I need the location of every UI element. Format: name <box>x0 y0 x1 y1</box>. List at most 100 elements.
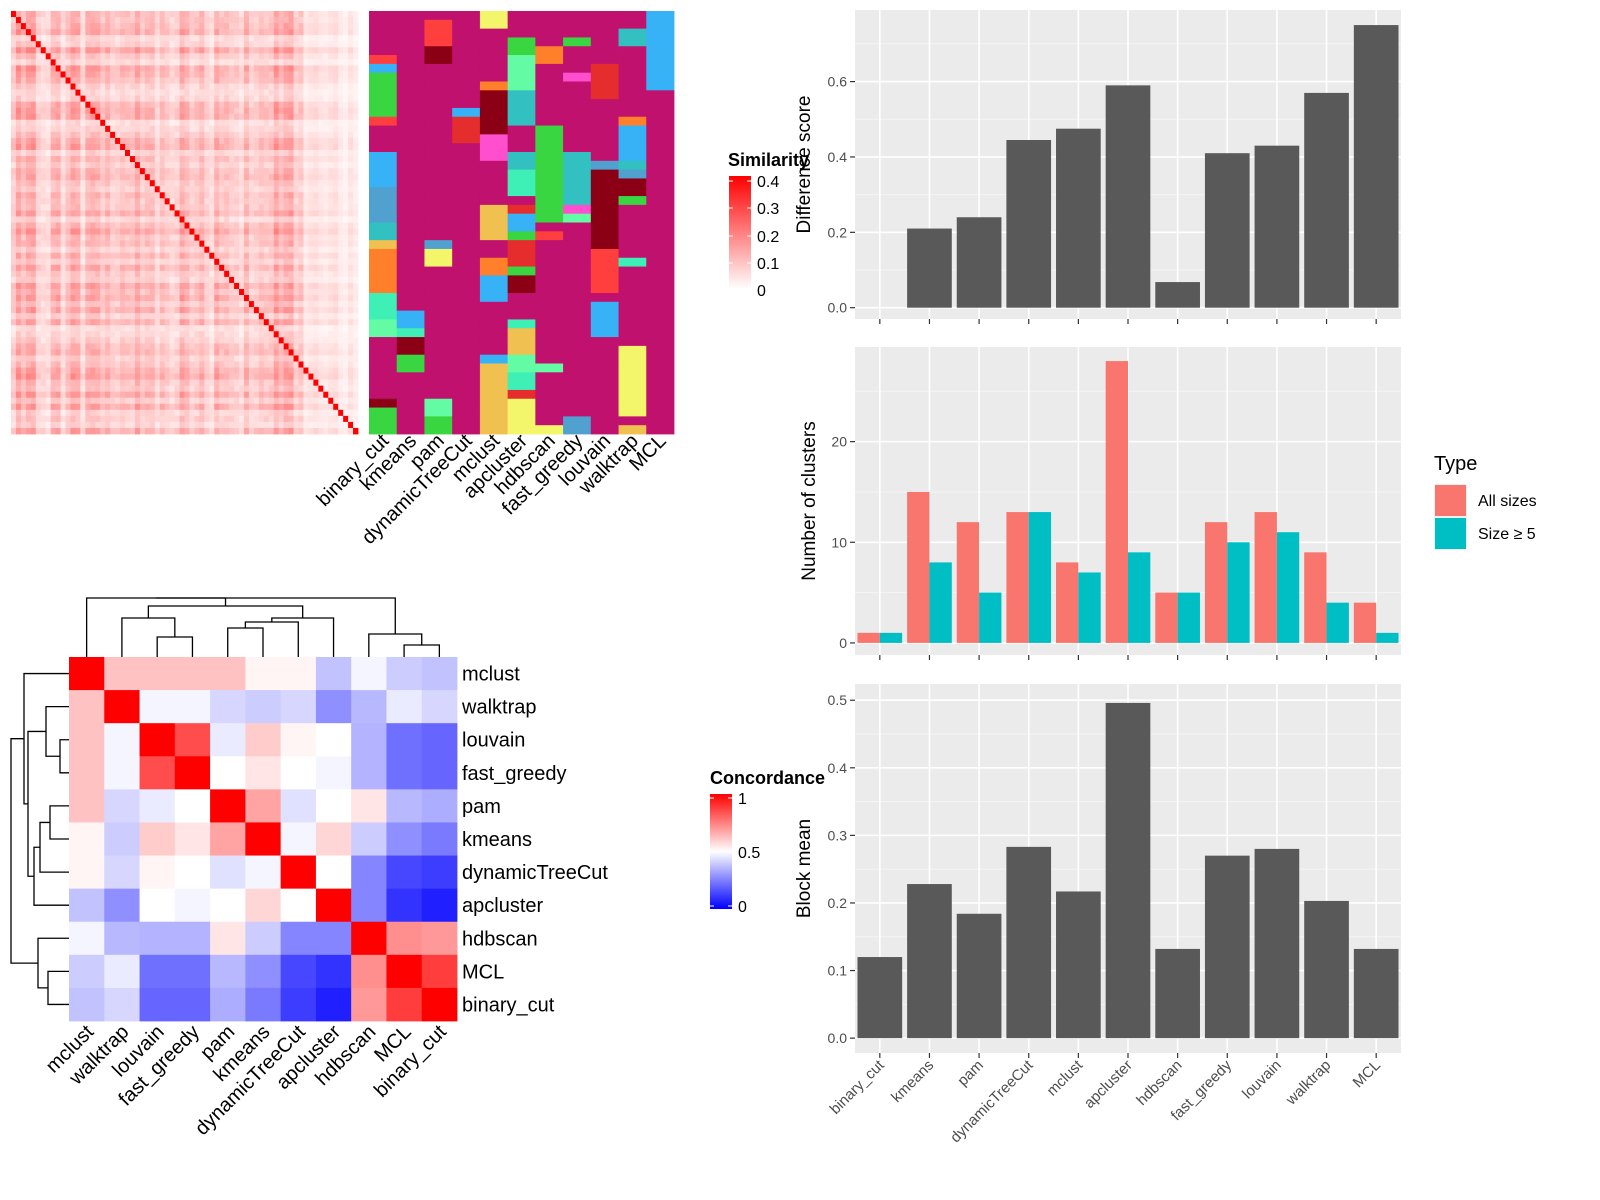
similarity-cell <box>189 379 195 387</box>
similarity-cell <box>55 65 61 72</box>
similarity-cell <box>55 343 61 350</box>
similarity-cell <box>179 192 185 199</box>
similarity-cell <box>204 35 210 42</box>
similarity-cell <box>90 427 96 435</box>
similarity-cell <box>293 11 299 18</box>
similarity-cell <box>55 71 61 78</box>
similarity-cell <box>45 288 52 296</box>
similarity-cell <box>11 319 17 326</box>
similarity-cell <box>313 240 319 248</box>
similarity-cell <box>139 349 146 356</box>
similarity-cell <box>328 282 334 290</box>
similarity-cell <box>293 198 299 205</box>
similarity-cell <box>199 421 205 429</box>
similarity-cell <box>85 186 91 193</box>
similarity-cell <box>209 168 215 175</box>
similarity-cell <box>224 174 230 181</box>
similarity-cell <box>283 379 289 387</box>
similarity-cell <box>55 379 61 387</box>
similarity-cell <box>35 234 42 242</box>
similarity-cell <box>263 174 270 181</box>
similarity-cell <box>149 89 156 96</box>
similarity-cell <box>30 156 37 163</box>
similarity-cell <box>80 246 86 254</box>
similarity-cell <box>248 325 255 332</box>
similarity-cell <box>278 210 285 217</box>
similarity-cell <box>298 23 304 30</box>
similarity-cell <box>293 331 299 338</box>
similarity-cell <box>139 168 146 175</box>
similarity-cell <box>338 379 344 387</box>
similarity-cell <box>25 270 32 278</box>
similarity-cell <box>219 198 225 205</box>
similarity-cell <box>268 337 275 344</box>
similarity-cell <box>199 379 205 387</box>
similarity-cell <box>348 349 354 356</box>
similarity-cell <box>149 35 156 42</box>
similarity-cell <box>75 113 81 121</box>
similarity-cell <box>125 216 131 223</box>
similarity-cell <box>248 35 255 42</box>
similarity-cell <box>90 282 96 290</box>
similarity-cell <box>199 174 205 181</box>
similarity-cell <box>90 210 96 217</box>
similarity-cell <box>65 325 71 332</box>
similarity-cell <box>120 168 126 175</box>
similarity-cell <box>164 137 171 145</box>
similarity-cell <box>293 397 299 405</box>
similarity-cell <box>70 355 76 362</box>
similarity-cell <box>15 307 22 314</box>
similarity-cell <box>338 204 344 211</box>
similarity-cell <box>258 23 265 30</box>
similarity-cell <box>110 373 116 381</box>
similarity-cell <box>219 101 225 109</box>
similarity-cell <box>60 246 66 254</box>
similarity-cell <box>95 295 101 302</box>
similarity-cell <box>115 180 121 187</box>
similarity-cell <box>25 101 32 109</box>
similarity-cell <box>219 47 225 54</box>
similarity-cell <box>174 210 180 217</box>
similarity-cell <box>11 216 17 223</box>
similarity-cell <box>333 240 339 248</box>
similarity-cell <box>273 222 280 229</box>
similarity-cell <box>134 53 141 60</box>
similarity-cell <box>293 252 299 260</box>
similarity-cell <box>80 107 86 115</box>
similarity-cell <box>248 29 255 36</box>
similarity-cell <box>139 288 146 296</box>
similarity-cell <box>273 343 280 350</box>
similarity-cell <box>288 234 294 242</box>
similarity-cell <box>303 29 309 36</box>
similarity-cell <box>50 276 57 284</box>
similarity-cell <box>120 288 126 296</box>
similarity-cell <box>164 210 171 217</box>
similarity-cell <box>263 204 270 211</box>
similarity-cell <box>283 337 289 344</box>
similarity-cell <box>85 149 91 157</box>
similarity-cell <box>318 282 324 290</box>
similarity-cell <box>149 113 156 121</box>
similarity-cell <box>35 301 42 308</box>
similarity-cell <box>253 186 260 193</box>
similarity-cell <box>209 149 215 157</box>
similarity-cell <box>308 403 314 411</box>
similarity-cell <box>125 113 131 121</box>
similarity-cell <box>184 397 190 405</box>
similarity-cell <box>209 204 215 211</box>
similarity-cell <box>115 379 121 387</box>
similarity-cell <box>85 349 91 356</box>
similarity-cell <box>11 83 17 90</box>
similarity-cell <box>283 186 289 193</box>
similarity-cell <box>338 47 344 54</box>
similarity-cell <box>20 162 27 169</box>
similarity-cell <box>318 11 324 18</box>
similarity-cell <box>278 325 285 332</box>
similarity-cell <box>95 125 101 133</box>
similarity-cell <box>20 23 27 30</box>
similarity-cell <box>45 421 52 429</box>
similarity-cell <box>273 101 280 109</box>
similarity-cell <box>179 143 185 151</box>
similarity-cell <box>50 17 57 24</box>
similarity-cell <box>80 137 86 145</box>
